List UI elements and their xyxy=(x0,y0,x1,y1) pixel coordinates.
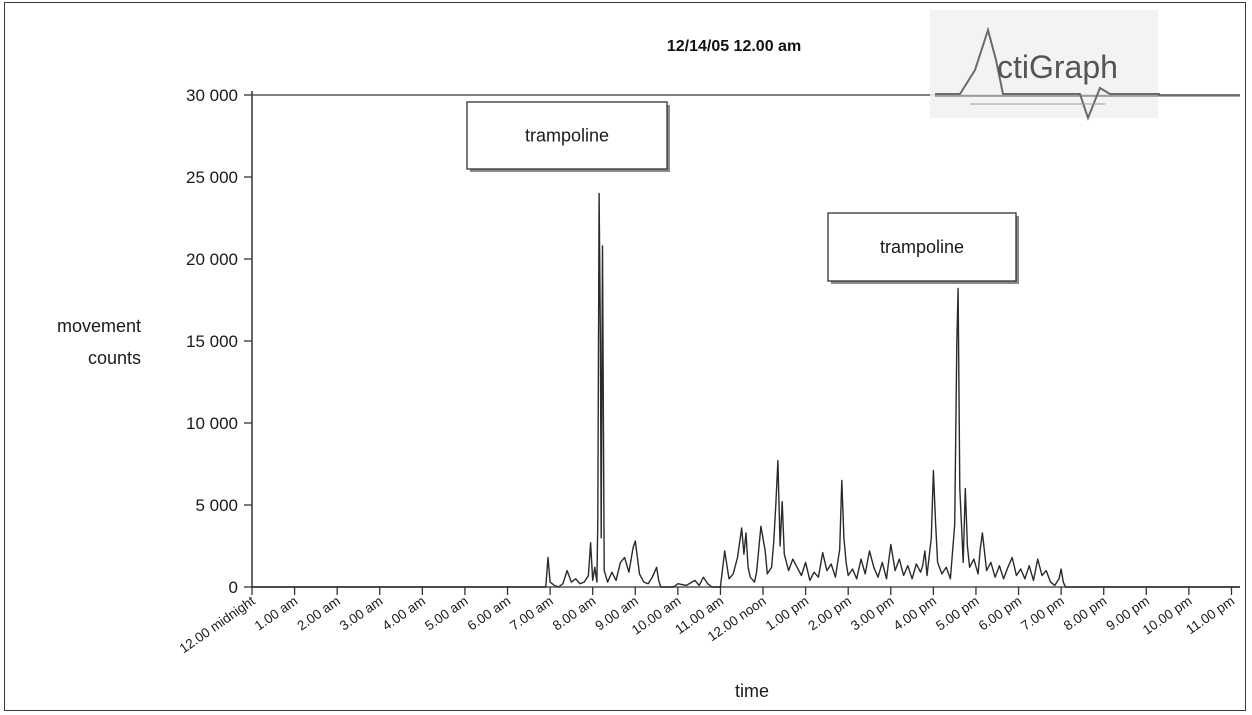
y-tick-label: 20 000 xyxy=(186,250,238,269)
annotation-box xyxy=(466,101,668,170)
y-tick-label: 5 000 xyxy=(195,496,238,515)
x-tick-label: 8.00 pm xyxy=(1061,593,1110,633)
annotation-box xyxy=(827,212,1017,282)
x-tick-label: 3.00 am xyxy=(337,593,386,633)
x-tick-label: 5.00 am xyxy=(422,593,471,633)
annotation-label: trampoline xyxy=(880,237,964,257)
x-tick-label: 11.00 pm xyxy=(1183,593,1237,637)
y-tick-label: 10 000 xyxy=(186,414,238,433)
x-tick-label: 7.00 am xyxy=(507,593,556,633)
x-tick-label: 5.00 pm xyxy=(933,593,982,633)
x-tick-label: 1.00 pm xyxy=(763,593,812,633)
x-tick-label: 6.00 am xyxy=(465,593,514,633)
x-tick-label: 4.00 pm xyxy=(891,593,940,633)
y-tick-label: 25 000 xyxy=(186,168,238,187)
x-axis-title: time xyxy=(735,681,769,701)
x-tick-label: 2.00 am xyxy=(294,593,343,633)
y-axis-title-line2: counts xyxy=(88,348,141,368)
chart-frame xyxy=(4,2,1246,711)
x-tick-label: 12.00 midnight xyxy=(177,593,258,656)
annotation-label: trampoline xyxy=(525,126,609,146)
x-tick-label: 3.00 pm xyxy=(848,593,897,633)
x-tick-label: 8.00 am xyxy=(550,593,599,633)
x-tick-label: 1.00 am xyxy=(252,593,301,633)
y-axis: 0 5 000 10 000 15 000 20 000 25 000 30 000 xyxy=(186,86,1240,597)
x-tick-label: 7.00 pm xyxy=(1018,593,1067,633)
y-tick-label: 30 000 xyxy=(186,86,238,105)
y-tick-label: 0 xyxy=(229,578,238,597)
series-layer xyxy=(252,192,1240,588)
annotation-layer: trampoline trampoline xyxy=(466,101,1019,284)
series-line xyxy=(252,192,1240,588)
chart-title: 12/14/05 12.00 am xyxy=(667,38,801,55)
actigraph-logo: ctiGraph xyxy=(930,10,1240,121)
x-tick-label: 4.00 am xyxy=(380,593,429,633)
y-axis-title-line1: movement xyxy=(57,316,141,336)
x-tick-label: 2.00 pm xyxy=(805,593,854,633)
x-tick-label: 6.00 pm xyxy=(976,593,1025,633)
svg-text:ctiGraph: ctiGraph xyxy=(997,49,1118,85)
y-tick-label: 15 000 xyxy=(186,332,238,351)
